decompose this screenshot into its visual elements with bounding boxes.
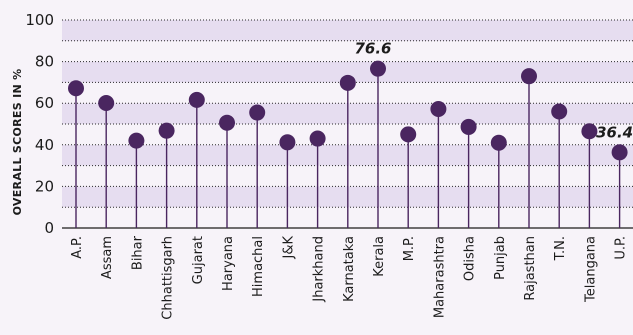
data-annotations: 76.6 36.4 bbox=[354, 40, 633, 142]
lollipop-marker bbox=[551, 103, 568, 120]
y-tick-label: 0 bbox=[44, 219, 54, 237]
lollipop-marker bbox=[158, 122, 175, 139]
data-annotation-label: 76.6 bbox=[354, 40, 391, 58]
x-category-label: Assam bbox=[100, 236, 115, 279]
data-annotation-label: 36.4 bbox=[596, 123, 633, 141]
x-category-label: A.P. bbox=[70, 236, 85, 259]
band bbox=[62, 20, 633, 41]
lollipop-marker bbox=[611, 144, 628, 161]
x-category-label: Himachal bbox=[251, 236, 266, 297]
lollipop-marker bbox=[400, 126, 417, 143]
lollipop-marker bbox=[279, 134, 296, 151]
lollipop-marker bbox=[98, 94, 115, 111]
x-category-label: Bihar bbox=[130, 235, 145, 270]
x-axis-categories: A.P. Assam Bihar Chhattisgarh Gujarat Haryana… bbox=[70, 235, 629, 320]
lollipop-marker bbox=[68, 80, 84, 97]
lollipop-marker bbox=[249, 104, 266, 121]
y-axis-label: OVERALL SCORES IN % bbox=[11, 69, 24, 216]
x-category-label: Gujarat bbox=[191, 236, 206, 284]
y-tick-label: 40 bbox=[35, 136, 54, 154]
lollipop-marker bbox=[430, 101, 447, 118]
lollipop-marker bbox=[188, 91, 205, 108]
y-tick-label: 100 bbox=[25, 11, 54, 29]
y-tick-label: 60 bbox=[35, 94, 54, 112]
lollipop-marker bbox=[370, 60, 386, 77]
lollipop-marker bbox=[490, 134, 507, 151]
lollipop-marker bbox=[309, 130, 326, 147]
data-marks bbox=[68, 60, 628, 228]
x-category-label: Maharashtra bbox=[432, 236, 447, 318]
x-category-label: M.P. bbox=[402, 236, 417, 261]
x-category-label: J&K bbox=[281, 236, 296, 260]
lollipop-marker bbox=[460, 118, 477, 135]
y-tick-label: 80 bbox=[35, 53, 54, 71]
x-category-label: Kerala bbox=[372, 236, 387, 277]
x-category-label: Telangana bbox=[583, 236, 598, 303]
y-axis-ticks: 0 20 40 60 80 100 bbox=[25, 11, 54, 237]
x-category-label: U.P. bbox=[614, 236, 629, 260]
lollipop-marker bbox=[219, 114, 235, 131]
band bbox=[62, 61, 633, 83]
x-category-label: Punjab bbox=[493, 236, 508, 280]
x-category-label: Rajasthan bbox=[523, 236, 538, 301]
x-category-label: Jharkhand bbox=[312, 236, 327, 303]
y-tick-label: 20 bbox=[35, 177, 54, 195]
lollipop-marker bbox=[128, 132, 145, 149]
lollipop-marker bbox=[339, 74, 356, 91]
x-category-label: Odisha bbox=[463, 236, 478, 281]
x-category-label: Haryana bbox=[221, 236, 236, 291]
x-category-label: Karnataka bbox=[342, 236, 357, 302]
lollipop-marker bbox=[581, 123, 598, 140]
x-category-label: Chhattisgarh bbox=[161, 236, 176, 320]
x-category-label: T.N. bbox=[553, 236, 568, 261]
lollipop-marker bbox=[521, 68, 537, 85]
band bbox=[62, 40, 633, 62]
